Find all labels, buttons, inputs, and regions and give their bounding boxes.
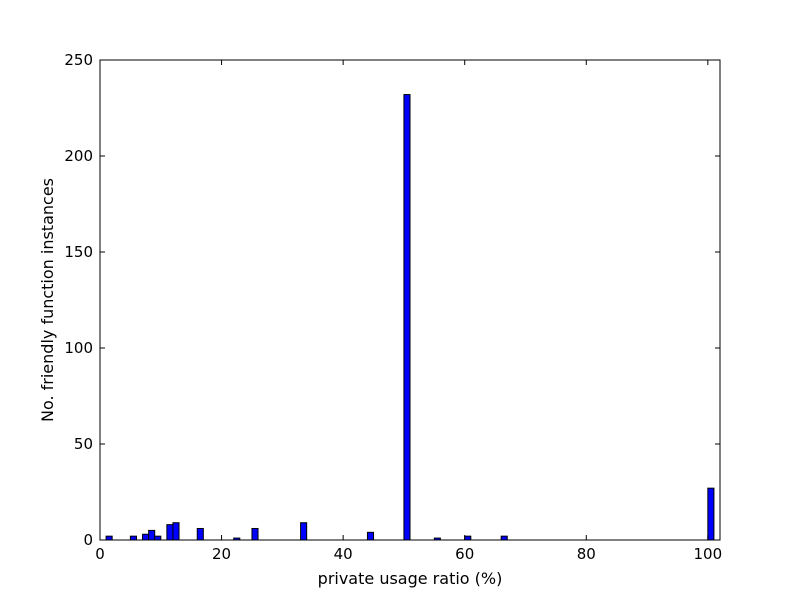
y-tick-label-0: 0 <box>83 531 93 549</box>
bar-16 <box>707 487 715 541</box>
y-tick-label-200: 200 <box>64 147 93 165</box>
plot-frame <box>99 59 721 541</box>
y-axis-label: No. friendly function instances <box>38 178 57 422</box>
y-tick-label-50: 50 <box>74 435 93 453</box>
x-tick-label-40: 40 <box>334 545 353 563</box>
bar-6 <box>172 522 180 541</box>
bar-3 <box>148 529 156 541</box>
bar-14 <box>464 535 472 541</box>
bar-10 <box>300 522 308 541</box>
bar-4 <box>154 535 162 541</box>
bar-2 <box>142 533 150 541</box>
ticks-group: 0 20 40 60 80 100 0 50 100 150 200 250 <box>64 51 722 563</box>
x-tick-label-20: 20 <box>212 545 231 563</box>
y-tick-label-250: 250 <box>64 51 93 69</box>
x-tick-label-60: 60 <box>455 545 474 563</box>
bar-12 <box>403 94 411 541</box>
bar-9 <box>251 527 259 541</box>
bar-7 <box>196 527 204 541</box>
x-axis-label: private usage ratio (%) <box>318 569 503 588</box>
y-tick-label-100: 100 <box>64 339 93 357</box>
x-tick-label-80: 80 <box>577 545 596 563</box>
bar-15 <box>500 535 508 541</box>
x-tick-label-100: 100 <box>694 545 723 563</box>
bar-11 <box>366 531 375 541</box>
x-tick-label-0: 0 <box>95 545 105 563</box>
y-tick-label-150: 150 <box>64 243 93 261</box>
bar-1 <box>129 535 137 541</box>
bar-5 <box>166 524 174 541</box>
bar-0 <box>105 535 113 541</box>
